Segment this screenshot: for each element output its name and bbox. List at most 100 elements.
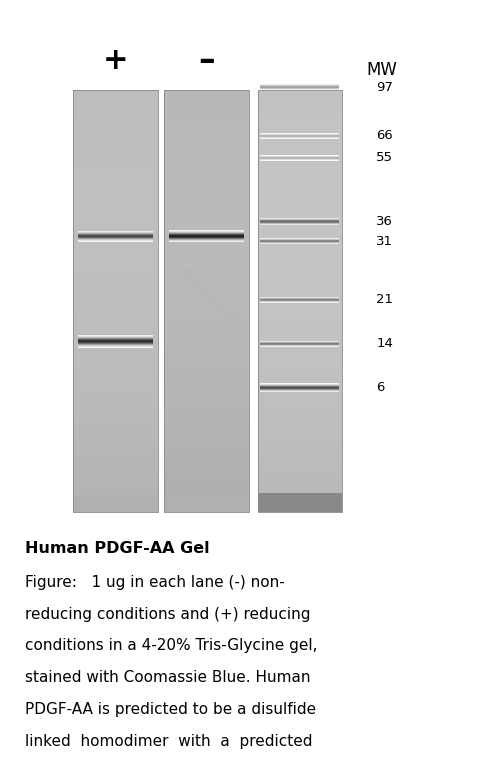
Bar (258, 367, 342, 369)
Bar (73, 503, 158, 504)
Bar (73, 246, 158, 248)
Bar (164, 178, 249, 180)
Bar (73, 131, 158, 132)
Bar (73, 291, 158, 293)
Bar (73, 194, 158, 196)
Bar (258, 141, 342, 143)
Bar (73, 219, 158, 221)
Bar (164, 193, 249, 194)
Bar (73, 487, 158, 488)
Bar (73, 187, 158, 188)
Bar (258, 488, 342, 490)
Bar (164, 396, 249, 397)
Bar (73, 431, 158, 432)
Bar (258, 393, 342, 394)
Bar (164, 358, 249, 359)
Bar (258, 163, 342, 164)
Bar (258, 170, 342, 171)
Bar (73, 453, 158, 455)
Bar (164, 180, 249, 181)
Bar (258, 239, 342, 241)
Bar (73, 123, 158, 125)
Bar (164, 128, 249, 129)
Bar (73, 278, 158, 280)
Bar (164, 500, 249, 501)
Bar (258, 263, 342, 264)
Bar (73, 284, 158, 286)
Bar (73, 488, 158, 490)
Bar (73, 98, 158, 99)
Bar (164, 169, 249, 170)
Bar (164, 156, 249, 157)
Bar (164, 428, 249, 429)
Bar (164, 199, 249, 201)
Bar (258, 342, 342, 343)
Bar (73, 316, 158, 318)
Bar (258, 400, 342, 401)
Bar (73, 354, 158, 356)
Bar (164, 435, 249, 436)
Bar (73, 504, 158, 506)
Bar (164, 373, 249, 374)
Text: PDGF-AA is predicted to be a disulfide: PDGF-AA is predicted to be a disulfide (25, 702, 316, 717)
Bar (164, 383, 249, 384)
Bar (164, 256, 249, 257)
Bar (73, 315, 158, 316)
Bar (164, 253, 249, 254)
Bar (73, 104, 158, 105)
Bar (258, 136, 342, 138)
Bar (73, 419, 158, 421)
Bar (258, 215, 342, 216)
Bar (258, 164, 342, 166)
Bar (258, 232, 342, 233)
Bar (258, 439, 342, 441)
Bar (164, 157, 249, 159)
Bar (73, 212, 158, 214)
Bar (73, 443, 158, 445)
Bar (164, 115, 249, 116)
Bar (73, 448, 158, 449)
Bar (258, 484, 342, 486)
Bar (258, 443, 342, 445)
Bar (258, 253, 342, 254)
Bar (258, 138, 342, 139)
Bar (73, 511, 158, 513)
Bar (164, 257, 249, 259)
Bar (258, 374, 342, 376)
Bar (164, 249, 249, 251)
Bar (258, 493, 342, 513)
Bar (258, 377, 342, 378)
Bar (164, 106, 249, 108)
Bar (73, 326, 158, 328)
Bar (73, 497, 158, 513)
Bar (73, 422, 158, 424)
Bar (73, 166, 158, 167)
Bar (73, 493, 158, 494)
Bar (164, 235, 249, 236)
Bar (164, 151, 249, 153)
Bar (73, 159, 158, 160)
Bar (73, 121, 158, 122)
Bar (164, 336, 249, 338)
Bar (73, 118, 158, 119)
Bar (258, 94, 342, 96)
Bar (258, 369, 342, 370)
Bar (164, 233, 249, 235)
Bar (164, 278, 249, 280)
Bar (73, 293, 158, 294)
Bar (164, 114, 249, 115)
Bar (258, 413, 342, 414)
Bar (258, 452, 342, 453)
Bar (164, 241, 249, 243)
Bar (258, 294, 342, 296)
Bar (258, 326, 342, 328)
Bar (73, 481, 158, 483)
Bar (258, 233, 342, 235)
Bar (164, 296, 249, 298)
Bar (164, 232, 249, 233)
Bar (73, 89, 158, 513)
Bar (73, 108, 158, 109)
Bar (164, 456, 249, 458)
Bar (164, 183, 249, 184)
Bar (164, 202, 249, 204)
